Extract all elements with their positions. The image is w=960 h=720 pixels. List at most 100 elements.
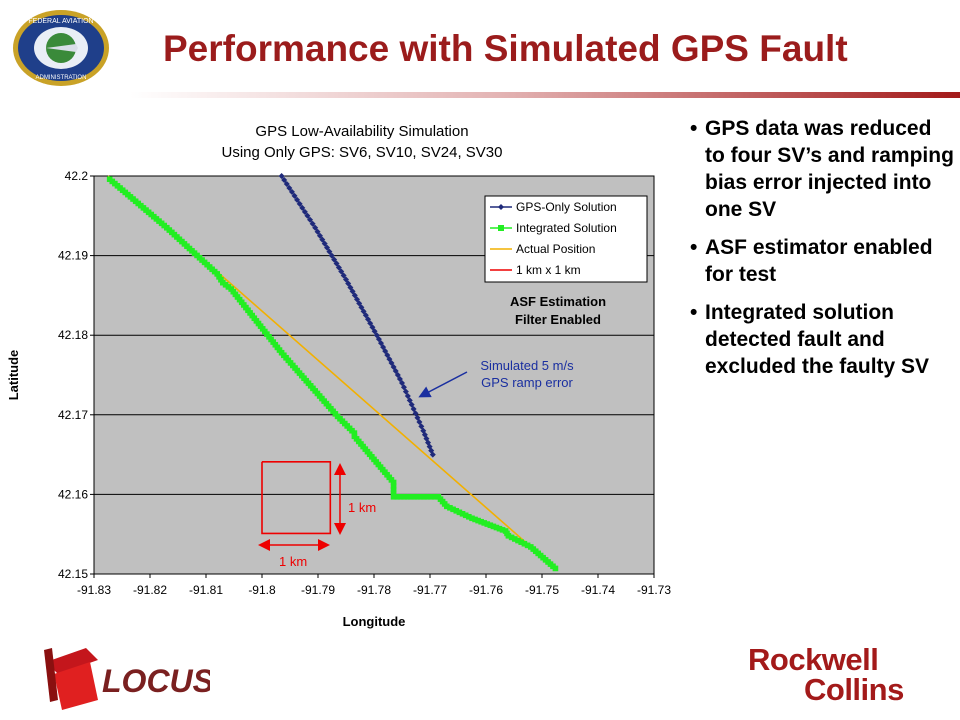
x-tick-label: -91.75 [525,583,559,597]
slide-title: Performance with Simulated GPS Fault [163,28,848,69]
gps-only-point [378,340,384,347]
gps-only-point [416,419,423,426]
integrated-point [456,509,463,516]
integrated-point [408,493,414,500]
gps-only-point [429,451,436,458]
callout-line2: GPS ramp error [481,375,573,390]
gps-only-point [299,204,306,211]
integrated-point [493,524,500,531]
integrated-point [214,271,220,277]
bullet-item: ASF estimator enabled for test [690,234,955,288]
gps-only-point [304,212,311,219]
integrated-point [490,523,497,530]
integrated-point [401,493,407,500]
gps-only-point [312,224,319,231]
legend-entry-integrated: Integrated Solution [516,221,617,235]
gps-only-point [294,196,301,203]
integrated-point [390,486,397,493]
y-axis-label: Latitude [6,350,21,401]
integrated-point [390,483,397,489]
integrated-point [417,493,424,500]
y-tick-label: 42.19 [58,249,88,263]
gps-only-point [399,379,405,386]
x-tick-label: -91.73 [637,583,671,597]
gps-only-point [388,360,395,367]
gps-only-point [414,414,421,421]
gps-only-point [410,406,417,413]
integrated-point [518,539,524,545]
integrated-point [487,522,494,529]
gps-only-point [402,388,409,395]
gps-only-point [347,284,354,291]
integrated-point [394,493,400,500]
integrated-point [390,493,397,500]
gps-only-point [384,352,391,359]
filter-annotation-line1: ASF Estimation [510,294,606,309]
y-tick-label: 42.17 [58,408,88,422]
gps-only-point [373,332,380,339]
bullet-item: GPS data was reduced to four SV’s and ra… [690,115,955,223]
gps-only-point [296,200,303,207]
x-tick-label: -91.74 [581,583,615,597]
gps-only-point [412,410,419,417]
integrated-point [450,506,456,513]
y-tick-label: 42.18 [58,328,88,342]
gps-only-point [301,208,308,215]
gps-only-point [321,240,328,247]
integrated-point [512,536,518,542]
gps-only-point [371,328,378,335]
gps-only-point [343,276,349,283]
integrated-point [475,517,481,524]
integrated-point [390,479,397,486]
integrated-point [444,503,450,510]
km-vertical-label: 1 km [348,500,376,515]
gps-only-point [392,368,399,375]
integrated-point [428,493,434,500]
locus-wordmark: LOCUS [102,663,210,699]
legend-entry-actual: Actual Position [516,242,595,256]
integrated-point [466,513,472,520]
gps-only-point [354,296,360,303]
gps-only-point [351,292,358,299]
integrated-point [424,493,430,500]
bullet-list: GPS data was reduced to four SV’s and ra… [690,115,955,391]
gps-only-point [406,397,413,404]
legend: GPS-Only Solution Integrated Solution Ac… [484,195,648,283]
gps-only-point [386,356,393,363]
x-tick-label: -91.78 [357,583,391,597]
integrated-point [411,493,417,500]
x-axis-label: Longitude [343,614,406,629]
integrated-point [499,527,506,533]
gps-only-point [404,392,411,399]
integrated-point [521,540,528,547]
gps-only-point [367,320,374,327]
gps-only-point [288,188,295,195]
rockwell-collins-logo: Rockwell Collins [748,644,904,707]
integrated-point [505,532,512,539]
gps-only-point [356,300,363,307]
integrated-point [431,493,438,500]
collins-wordmark: Collins [804,672,904,707]
faa-seal: FEDERAL AVIATION ADMINISTRATION [6,6,116,95]
gps-only-point [326,248,333,255]
gps-only-point [418,423,425,430]
integrated-point [462,512,469,519]
integrated-point [216,274,222,280]
gps-only-point [390,364,397,371]
integrated-point [414,493,421,500]
gps-only-point [314,228,321,235]
gps-only-point [360,308,367,315]
legend-entry-gps-only: GPS-Only Solution [516,200,617,214]
integrated-point [447,505,453,511]
integrated-point [478,518,484,525]
callout-line1: Simulated 5 m/s [480,358,574,373]
gps-only-point [394,372,401,378]
integrated-point [515,537,521,544]
gps-only-point [382,348,389,355]
gps-only-point [316,232,323,239]
x-tick-label: -91.77 [413,583,447,597]
integrated-point [552,565,559,572]
x-tick-label: -91.82 [133,583,167,597]
gps-only-point [291,192,298,199]
gps-only-point [345,280,352,287]
